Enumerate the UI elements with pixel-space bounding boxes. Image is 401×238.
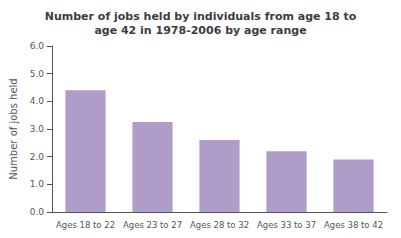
svg-text:Ages 28 to 32: Ages 28 to 32 [190,220,249,230]
svg-text:Ages 38 to 42: Ages 38 to 42 [324,220,383,230]
svg-text:Ages 18 to 22: Ages 18 to 22 [56,220,115,230]
svg-text:2.0: 2.0 [30,152,45,162]
svg-text:Number of jobs held by individ: Number of jobs held by individuals from … [45,10,357,23]
svg-text:age 42 in 1978-2006 by age ran: age 42 in 1978-2006 by age range [94,24,306,37]
svg-text:3.0: 3.0 [30,124,45,134]
svg-text:5.0: 5.0 [30,69,45,79]
svg-text:Ages 23 to 27: Ages 23 to 27 [123,220,182,230]
svg-text:4.0: 4.0 [30,96,45,106]
svg-text:Ages 33 to 37: Ages 33 to 37 [257,220,316,230]
svg-text:Number of jobs held: Number of jobs held [8,78,19,179]
svg-text:1.0: 1.0 [30,179,45,189]
svg-text:6.0: 6.0 [30,41,45,51]
svg-text:0.0: 0.0 [30,207,45,217]
